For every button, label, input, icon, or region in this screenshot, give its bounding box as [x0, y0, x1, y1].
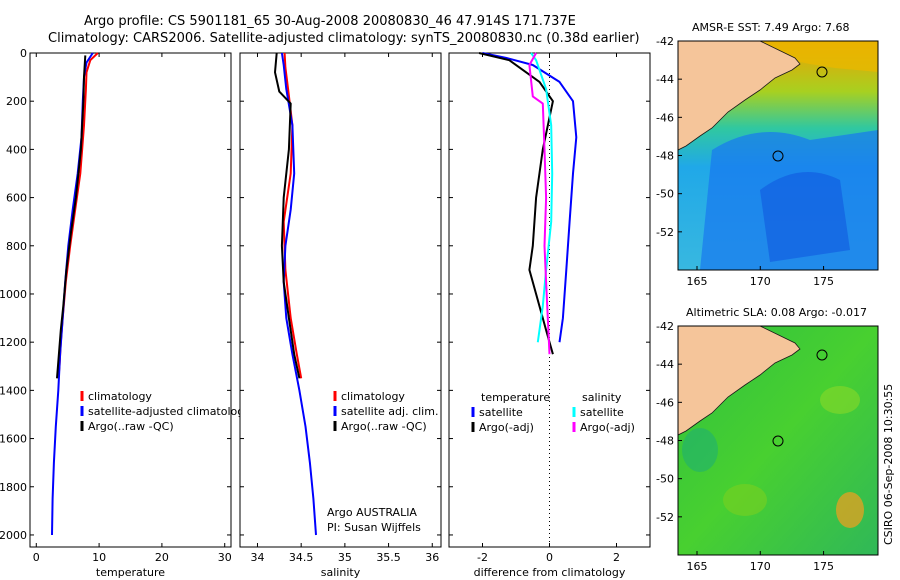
- temperature-profile-ytick-label: 400: [6, 143, 27, 156]
- salinity-profile-xtick-label: 35.5: [376, 551, 401, 564]
- salinity-panel: 34 34.5 35 35.5 36 salinity climatology satelli…: [239, 52, 442, 579]
- legend-header-salinity: salinity: [582, 391, 622, 404]
- sla-map-ytick-label: -50: [656, 473, 674, 486]
- temperature-profile-ytick-label: 1400: [0, 384, 27, 397]
- sla-map-xtick-label: 165: [686, 560, 707, 573]
- sst-argo-marker: [772, 150, 784, 162]
- temperature-profile-ytick-label: 1000: [0, 288, 27, 301]
- temperature-profile-ytick-label: 0: [20, 47, 27, 60]
- temperature-profile-xtick-label: 30: [218, 551, 232, 564]
- salinity-profile-xtick-label: 36: [425, 551, 439, 564]
- temperature-profile-legend-label: satellite-adjusted climatology: [88, 405, 251, 418]
- sst-map-panel: AMSR-E SST: 7.49 Argo: 7.68 165 170 175 -42…: [656, 21, 879, 288]
- timestamp-label: CSIRO 06-Sep-2008 10:30:55: [882, 384, 895, 545]
- sla-blob-2: [723, 484, 767, 516]
- temperature-profile-ytick-label: 200: [6, 95, 27, 108]
- sla-map-ytick-label: -46: [656, 396, 674, 409]
- temperature-profile-series-argo-raw-qc-: [56, 55, 87, 379]
- sst-land: [678, 41, 801, 151]
- pi-label: PI: Susan Wijffels: [327, 521, 421, 534]
- sla-blob-3: [682, 428, 718, 472]
- sst-warm-patch: [760, 41, 878, 72]
- salinity-profile-legend-label: Argo(..raw -QC): [341, 420, 427, 433]
- sla-blob-1: [836, 492, 864, 528]
- sst-map-xtick-label: 165: [686, 275, 707, 288]
- difference-profile-series-temperature-argo-adj-: [478, 52, 554, 355]
- salinity-profile-legend-label: satellite adj. clim.: [341, 405, 438, 418]
- legend-header-temperature: temperature: [481, 391, 550, 404]
- difference-legend-label: Argo(-adj): [580, 421, 635, 434]
- figure-title-line1: Argo profile: CS 5901181_65 30-Aug-2008 …: [84, 14, 576, 29]
- temperature-profile-xtick-label: 10: [92, 551, 106, 564]
- temperature-profile-xlabel: temperature: [96, 566, 165, 579]
- salinity-profile-legend-label: climatology: [341, 390, 405, 403]
- temperature-axes-box: [29, 52, 232, 548]
- salinity-profile-xlabel: salinity: [321, 566, 361, 579]
- difference-profile-xtick-label: 2: [613, 551, 620, 564]
- sla-map-ytick-label: -48: [656, 435, 674, 448]
- difference-axes-box: [448, 52, 651, 548]
- difference-legend-label: satellite: [580, 406, 624, 419]
- difference-profile-series-salinity-satellite: [530, 52, 554, 343]
- sla-blob-4: [820, 386, 860, 414]
- figure-title-line2: Climatology: CARS2006. Satellite-adjuste…: [48, 31, 640, 46]
- difference-profile-xlabel: difference from climatology: [474, 566, 626, 579]
- temperature-profile-ytick-label: 800: [6, 240, 27, 253]
- temperature-profile-ytick-label: 1800: [0, 481, 27, 494]
- sst-map-ytick-label: -52: [656, 226, 674, 239]
- sla-land: [678, 326, 801, 436]
- sla-map-ytick-label: -52: [656, 511, 674, 524]
- sst-map-title: AMSR-E SST: 7.49 Argo: 7.68: [692, 21, 850, 34]
- difference-panel: -2 0 2 difference from climatology temperatu…: [448, 52, 651, 579]
- temperature-profile-legend-label: climatology: [88, 390, 152, 403]
- temperature-panel: 0 10 20 30 temperature 0 200 400 600 800 1000 1200 1…: [0, 47, 251, 579]
- salinity-profile-series-argo-raw-qc-: [274, 52, 301, 379]
- sla-map-title: Altimetric SLA: 0.08 Argo: -0.017: [686, 306, 867, 319]
- sla-island-marker: [816, 349, 828, 361]
- sst-map-xtick-label: 175: [813, 275, 834, 288]
- sst-coldest-patch: [760, 172, 850, 262]
- sla-map-panel: Altimetric SLA: 0.08 Argo: -0.017 165 170…: [656, 306, 879, 573]
- difference-profile-xtick-label: -2: [477, 551, 488, 564]
- salinity-axes-box: [239, 52, 442, 548]
- sla-map-ytick-label: -44: [656, 358, 674, 371]
- sst-map-xtick-label: 170: [750, 275, 771, 288]
- sst-map-ytick-label: -48: [656, 150, 674, 163]
- difference-profile-series-temperature-satellite: [482, 52, 578, 343]
- difference-profile-xtick-label: 0: [546, 551, 553, 564]
- argo-program-label: Argo AUSTRALIA: [327, 506, 417, 519]
- sla-map-xtick-label: 175: [813, 560, 834, 573]
- sla-map-xtick-label: 170: [750, 560, 771, 573]
- sst-map-ytick-label: -46: [656, 111, 674, 124]
- sst-map-ytick-label: -44: [656, 73, 674, 86]
- salinity-profile-xtick-label: 34: [250, 551, 264, 564]
- salinity-profile-series-climatology: [282, 52, 303, 379]
- temperature-profile-ytick-label: 2000: [0, 529, 27, 542]
- temperature-profile-legend-label: Argo(..raw -QC): [88, 420, 174, 433]
- temperature-profile-ytick-label: 1600: [0, 433, 27, 446]
- salinity-profile-xtick-label: 34.5: [289, 551, 314, 564]
- temperature-profile-xtick-label: 0: [33, 551, 40, 564]
- temperature-profile-ytick-label: 600: [6, 192, 27, 205]
- sla-argo-marker: [772, 435, 784, 447]
- sst-island-marker: [816, 66, 828, 78]
- sla-map-ytick-label: -42: [656, 320, 674, 333]
- temperature-profile-xtick-label: 20: [155, 551, 169, 564]
- difference-profile-series-salinity-argo-adj-: [528, 52, 551, 355]
- sst-map-ytick-label: -50: [656, 188, 674, 201]
- salinity-profile-xtick-label: 35: [338, 551, 352, 564]
- difference-legend-label: satellite: [479, 406, 523, 419]
- difference-legend-label: Argo(-adj): [479, 421, 534, 434]
- sst-map-ytick-label: -42: [656, 35, 674, 48]
- temperature-profile-ytick-label: 1200: [0, 336, 27, 349]
